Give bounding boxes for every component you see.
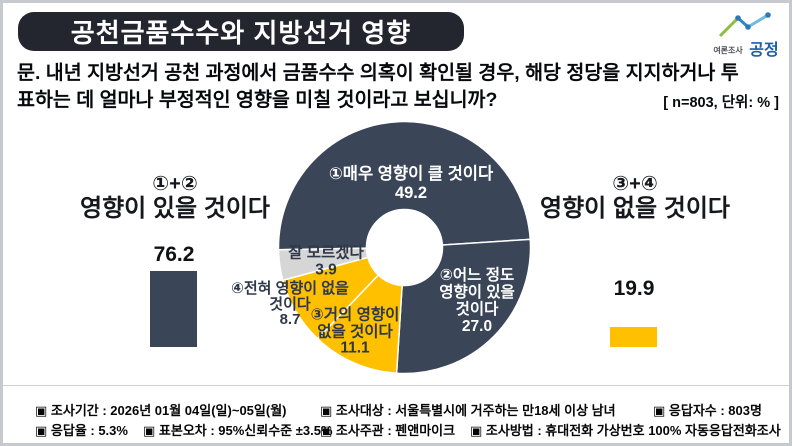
summary-no-influence: ③+④ 영향이 없을 것이다 (520, 173, 750, 223)
title-bar: 공천금품수수와 지방선거 영향 (18, 12, 464, 51)
question-line-1: 문. 내년 지방선거 공천 과정에서 금품수수 의혹이 확인될 경우, 해당 정… (17, 62, 739, 84)
donut-slice-2 (395, 238, 532, 375)
footer-item-r1-3: ▣ 응답자수 : 803명 (653, 403, 762, 418)
pollster-logo: 여론조사 공정 (703, 11, 789, 59)
logo-brand-text: 공정 (749, 42, 779, 59)
summary-left-value: 76.2 (153, 243, 195, 266)
summary-right-bar (610, 327, 657, 347)
donut-slice-5 (277, 247, 369, 281)
summary-right-formula: ③+④ (612, 173, 658, 195)
donut-chart (277, 120, 532, 375)
footer-item-r2-2: ▣ 표본오차 : 95%신뢰수준 ±3.5% (143, 423, 333, 438)
sample-size-note: [ n=803, 단위: % ] (663, 95, 779, 111)
donut-slice-1 (277, 120, 531, 251)
logo-small-text: 여론조사 (713, 46, 743, 55)
footer-item-r1-2: ▣ 조사대상 : 서울특별시에 거주하는 만18세 이상 남녀 (320, 403, 616, 418)
footer-item-r2-4: ▣ 조사방법 : 휴대전화 가상번호 100% 자동응답전화조사 (470, 423, 781, 438)
summary-right-value: 19.9 (613, 277, 655, 300)
summary-left-bar (150, 270, 197, 347)
summary-has-influence: ①+② 영향이 있을 것이다 (60, 173, 290, 223)
footer-item-r2-1: ▣ 응답율 : 5.3% (35, 423, 128, 438)
page-title: 공천금품수수와 지방선거 영향 (70, 18, 412, 48)
footer-item-r2-3: ▣ 조사주관 : 펜앤마이크 (320, 423, 456, 438)
survey-question: 문. 내년 지방선거 공천 과정에서 금품수수 의혹이 확인될 경우, 해당 정… (17, 60, 783, 114)
footer-divider (3, 385, 789, 386)
summary-left-formula: ①+② (152, 173, 198, 195)
summary-right-label: 영향이 없을 것이다 (540, 195, 730, 222)
footer-item-r1-1: ▣ 조사기간 : 2026년 01월 04일(일)~05일(월) (35, 403, 287, 418)
question-line-2: 표하는 데 얼마나 부정적인 영향을 미칠 것이라고 보십니까? (17, 89, 498, 111)
logo-text: 여론조사 공정 (703, 36, 789, 60)
summary-left-label: 영향이 있을 것이다 (80, 195, 270, 222)
trend-line-icon (718, 12, 771, 38)
